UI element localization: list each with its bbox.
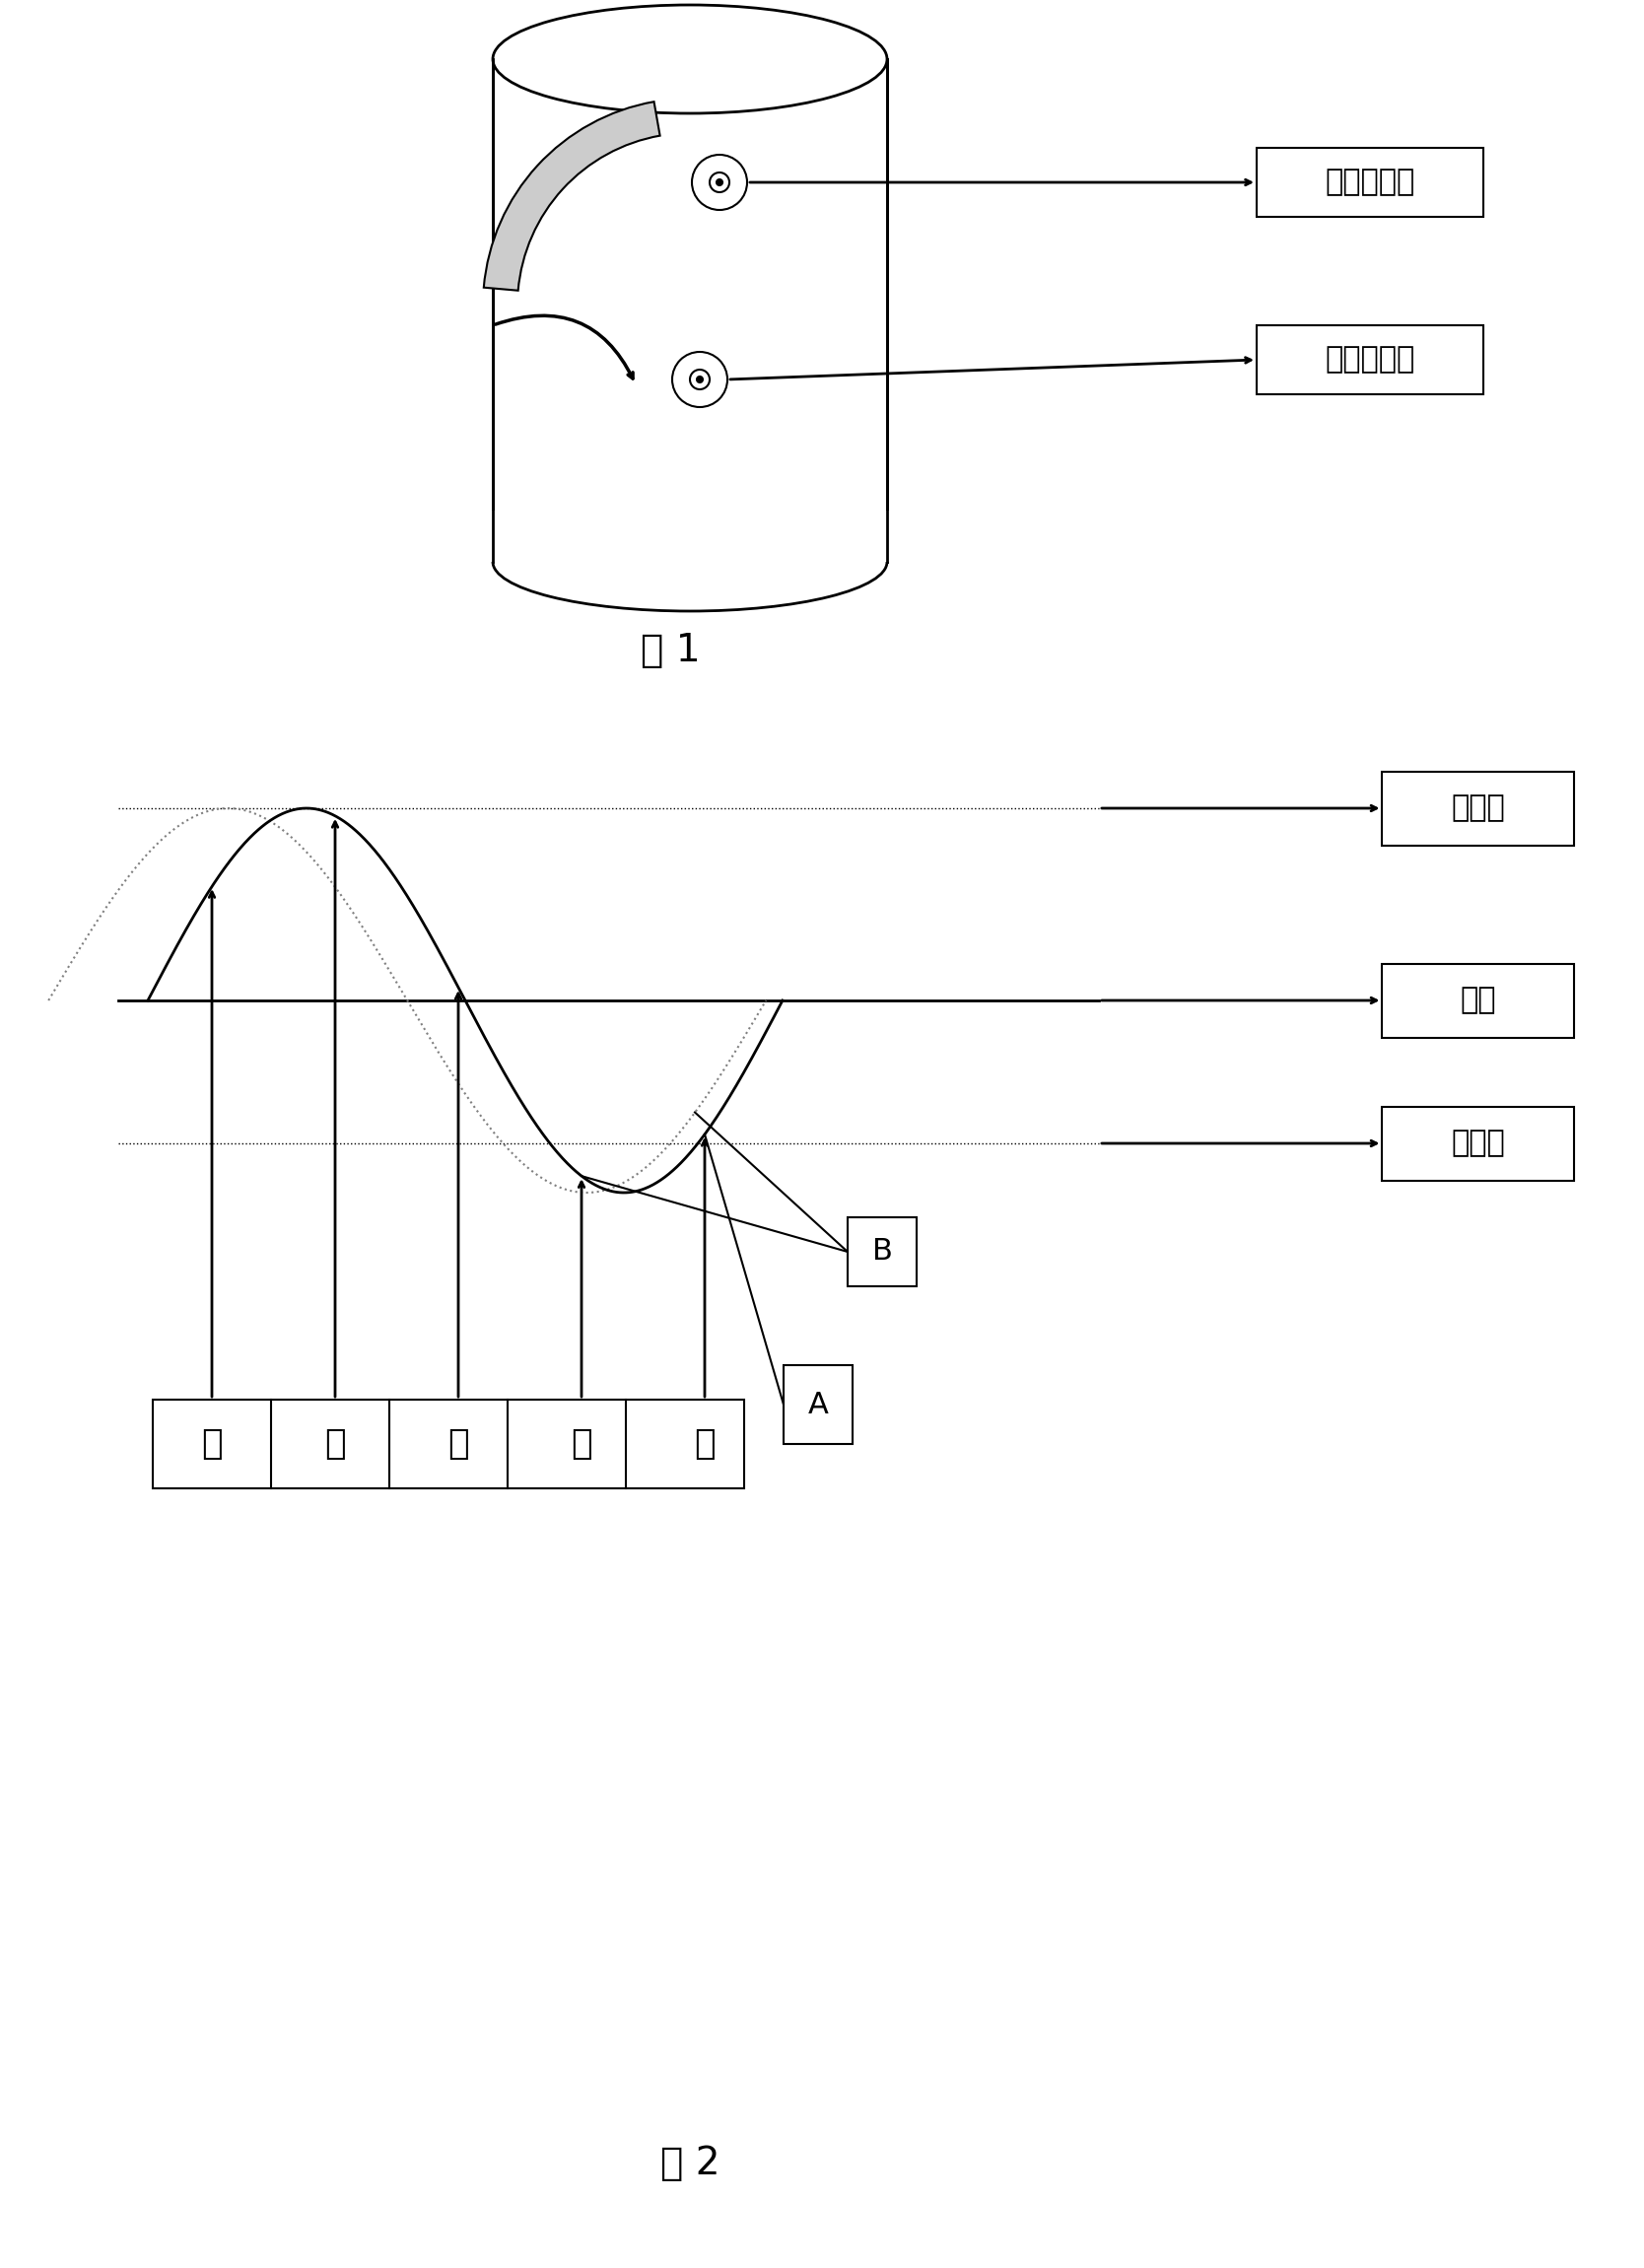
Bar: [153, 1399, 745, 1488]
Text: B: B: [871, 1238, 893, 1266]
Bar: [848, 1218, 917, 1286]
Text: 西: 西: [447, 1427, 469, 1461]
Bar: [1383, 964, 1575, 1036]
Text: 磁通门组件: 磁通门组件: [1325, 345, 1415, 374]
Circle shape: [717, 179, 722, 186]
Text: 最大值: 最大值: [1452, 794, 1506, 823]
Text: 东: 东: [201, 1427, 222, 1461]
Bar: [784, 1365, 853, 1445]
Bar: [1383, 1107, 1575, 1179]
Text: 图 2: 图 2: [661, 2146, 720, 2182]
Text: 磁通门组件: 磁通门组件: [1325, 168, 1415, 197]
Wedge shape: [483, 102, 659, 290]
Ellipse shape: [493, 513, 888, 610]
Bar: [1256, 147, 1483, 218]
Bar: [1256, 324, 1483, 395]
Ellipse shape: [493, 5, 888, 113]
Bar: [493, 59, 888, 562]
Bar: [488, 510, 893, 562]
Text: 南: 南: [570, 1427, 592, 1461]
Text: 图 1: 图 1: [641, 633, 700, 669]
Bar: [1383, 771, 1575, 846]
Text: 东: 东: [694, 1427, 715, 1461]
Text: A: A: [807, 1390, 829, 1420]
Text: 最小值: 最小值: [1452, 1129, 1506, 1157]
Circle shape: [697, 376, 702, 383]
Text: 北: 北: [324, 1427, 345, 1461]
Text: 零值: 零值: [1460, 987, 1496, 1014]
